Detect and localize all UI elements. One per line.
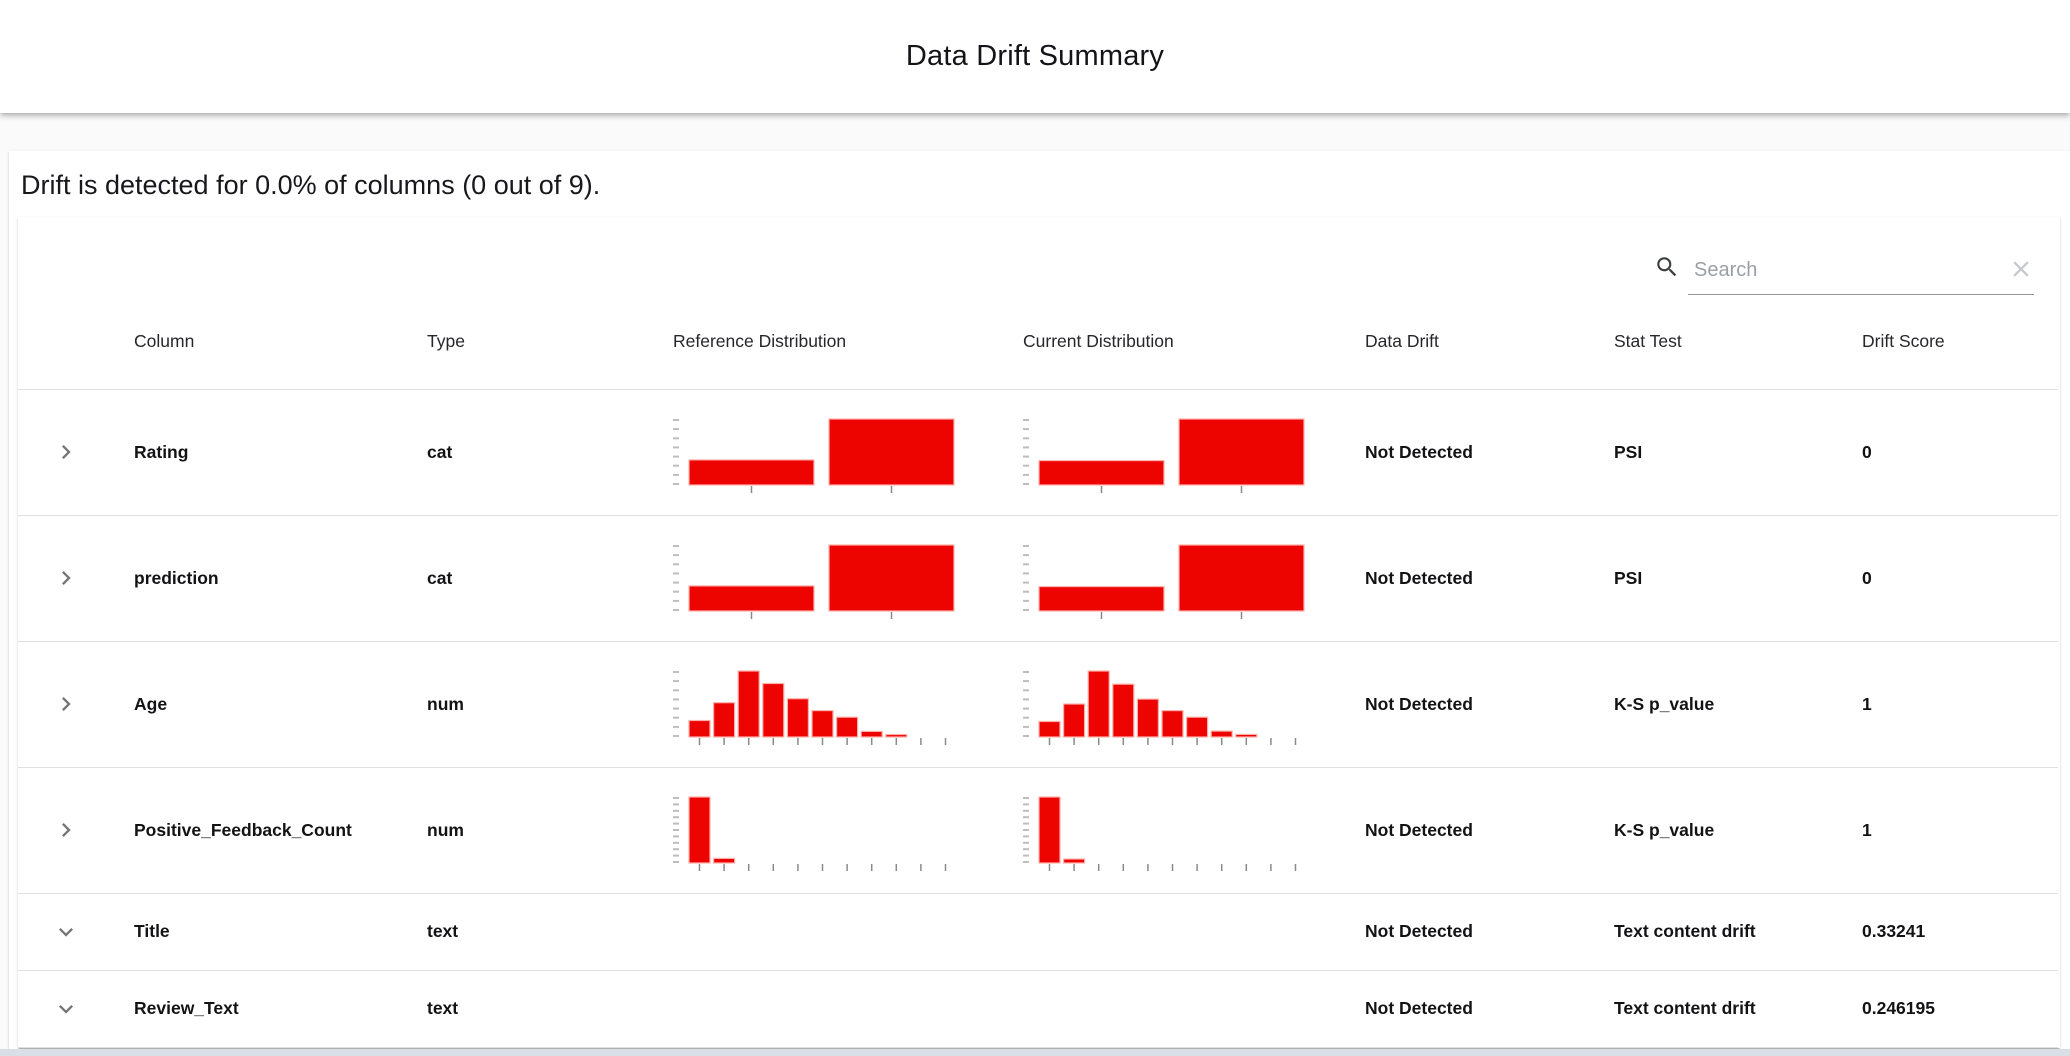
data-drift-cell: Not Detected	[1349, 389, 1598, 516]
expand-row-cell	[18, 767, 118, 894]
data-drift-cell: Not Detected	[1349, 970, 1598, 1048]
table-row-rating: Rating cat Not Detected PSI 0	[18, 389, 2058, 516]
chevron-down-icon	[59, 927, 73, 937]
column-name-cell: Positive_Feedback_Count	[118, 767, 411, 894]
table-row-review_text: Review_Text text Not Detected Text content …	[18, 970, 2058, 1048]
expand-row-cell	[18, 893, 118, 971]
expand-row-cell	[18, 515, 118, 642]
stat-test-cell: PSI	[1598, 389, 1846, 516]
table-row-positive_feedback_count: Positive_Feedback_Count num Not Detected K-…	[18, 767, 2058, 894]
expand-row-button[interactable]	[48, 812, 84, 848]
chevron-right-icon	[62, 445, 71, 459]
chevron-right-icon	[62, 571, 71, 585]
stat-test-cell: PSI	[1598, 515, 1846, 642]
drift-score-cell: 0.246195	[1846, 970, 2058, 1048]
reference-distribution-cell	[657, 515, 1007, 642]
distribution-chart	[1023, 796, 1297, 871]
expand-row-cell	[18, 970, 118, 1048]
app-bar: Data Drift Summary	[0, 0, 2070, 113]
expand-row-cell	[18, 389, 118, 516]
reference-distribution-cell	[657, 641, 1007, 768]
column-header-current-distribution: Current Distribution	[1007, 295, 1349, 390]
close-icon	[2008, 256, 2034, 285]
expand-row-button[interactable]	[48, 434, 84, 470]
expand-row-button[interactable]	[48, 560, 84, 596]
column-header-stat-test: Stat Test	[1598, 295, 1846, 390]
drift-score-cell: 0	[1846, 389, 2058, 516]
column-type-cell: num	[411, 641, 657, 768]
column-type-cell: text	[411, 970, 657, 1048]
reference-distribution-cell	[657, 970, 1007, 1048]
search-icon	[1654, 254, 1680, 285]
distribution-chart	[673, 796, 947, 871]
current-distribution-cell	[1007, 515, 1349, 642]
drift-score-cell: 0	[1846, 515, 2058, 642]
reference-distribution-cell	[657, 893, 1007, 971]
expand-row-button[interactable]	[48, 686, 84, 722]
column-type-cell: cat	[411, 515, 657, 642]
drift-score-cell: 0.33241	[1846, 893, 2058, 971]
table-row-prediction: prediction cat Not Detected PSI 0	[18, 515, 2058, 642]
stat-test-cell: K-S p_value	[1598, 767, 1846, 894]
stat-test-cell: Text content drift	[1598, 893, 1846, 971]
data-drift-cell: Not Detected	[1349, 893, 1598, 971]
column-name-cell: Review_Text	[118, 970, 411, 1048]
search-field[interactable]	[1654, 241, 2034, 295]
table-body: Rating cat Not Detected PSI 0 prediction cat No…	[18, 389, 2058, 1048]
search-input[interactable]	[1694, 259, 2008, 282]
expand-row-cell	[18, 641, 118, 768]
distribution-chart	[1023, 418, 1305, 493]
column-header-reference-distribution: Reference Distribution	[657, 295, 1007, 390]
table-header: Column Type Reference Distribution Curre…	[18, 295, 2058, 390]
clear-search-button[interactable]	[2008, 256, 2034, 285]
drift-summary-heading: Drift is detected for 0.0% of columns (0…	[21, 170, 601, 200]
data-drift-cell: Not Detected	[1349, 767, 1598, 894]
drift-score-cell: 1	[1846, 767, 2058, 894]
column-name-cell: prediction	[118, 515, 411, 642]
expand-row-button[interactable]	[48, 914, 84, 950]
column-header-drift-score: Drift Score	[1846, 295, 2058, 390]
current-distribution-cell	[1007, 641, 1349, 768]
horizontal-scrollbar[interactable]	[0, 1049, 2070, 1056]
column-type-cell: cat	[411, 389, 657, 516]
drift-score-cell: 1	[1846, 641, 2058, 768]
distribution-chart	[673, 670, 947, 745]
data-drift-cell: Not Detected	[1349, 515, 1598, 642]
distribution-chart	[673, 544, 955, 619]
table-header-row: Column Type Reference Distribution Curre…	[18, 295, 2058, 390]
search-row	[18, 217, 2060, 295]
reference-distribution-cell	[657, 767, 1007, 894]
column-type-cell: num	[411, 767, 657, 894]
chevron-down-icon	[59, 1004, 73, 1014]
expand-row-button[interactable]	[48, 991, 84, 1027]
column-name-cell: Rating	[118, 389, 411, 516]
column-header-column: Column	[118, 295, 411, 390]
chevron-right-icon	[62, 697, 71, 711]
column-name-cell: Age	[118, 641, 411, 768]
column-header-type: Type	[411, 295, 657, 390]
reference-distribution-cell	[657, 389, 1007, 516]
report-card: Drift is detected for 0.0% of columns (0…	[9, 151, 2070, 1056]
column-header-data-drift: Data Drift	[1349, 295, 1598, 390]
current-distribution-cell	[1007, 970, 1349, 1048]
stat-test-cell: K-S p_value	[1598, 641, 1846, 768]
column-header-expander	[18, 295, 118, 390]
current-distribution-cell	[1007, 767, 1349, 894]
data-drift-cell: Not Detected	[1349, 641, 1598, 768]
distribution-chart	[673, 418, 955, 493]
chevron-right-icon	[62, 823, 71, 837]
drift-table: Column Type Reference Distribution Curre…	[18, 295, 2058, 1048]
drift-table-panel: Column Type Reference Distribution Curre…	[18, 217, 2060, 1048]
stat-test-cell: Text content drift	[1598, 970, 1846, 1048]
current-distribution-cell	[1007, 893, 1349, 971]
table-row-age: Age num Not Detected K-S p_value 1	[18, 641, 2058, 768]
table-row-title: Title text Not Detected Text content drift 0…	[18, 893, 2058, 971]
current-distribution-cell	[1007, 389, 1349, 516]
search-underline	[1688, 254, 2034, 295]
column-name-cell: Title	[118, 893, 411, 971]
distribution-chart	[1023, 670, 1297, 745]
page-title: Data Drift Summary	[905, 40, 1165, 72]
column-type-cell: text	[411, 893, 657, 971]
distribution-chart	[1023, 544, 1305, 619]
